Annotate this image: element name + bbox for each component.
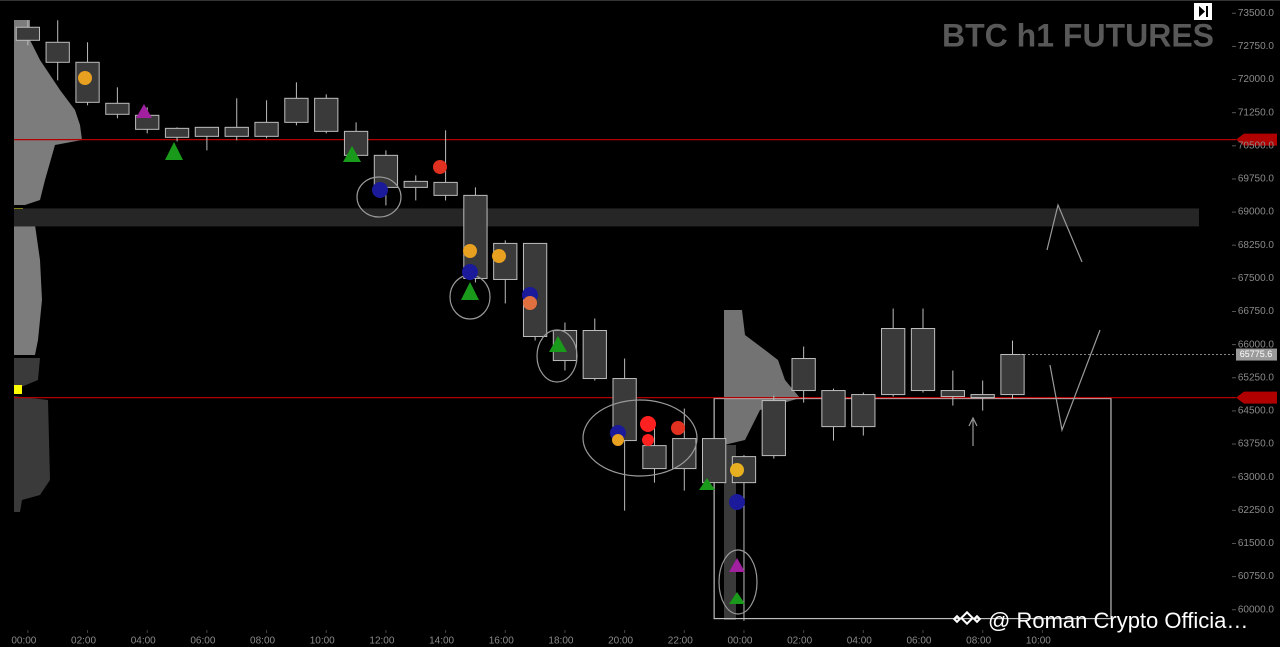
candle-body — [791, 358, 816, 392]
candle-body — [881, 328, 906, 396]
chart-title: BTC h1 FUTURES — [942, 17, 1214, 53]
y-tick-label: 65250.0 — [1238, 372, 1275, 383]
candle-body — [45, 41, 70, 63]
candle-body — [940, 390, 965, 398]
last-price-tag — [1236, 348, 1277, 361]
y-tick-label: 68250.0 — [1238, 240, 1275, 251]
y-tick-label: 72000.0 — [1238, 74, 1275, 85]
x-tick-label: 08:00 — [966, 636, 991, 647]
x-tick-label: 06:00 — [906, 636, 931, 647]
x-tick-label: 04:00 — [847, 636, 872, 647]
level-tag — [1236, 391, 1277, 404]
x-tick-label: 00:00 — [11, 636, 36, 647]
x-tick-label: 02:00 — [787, 636, 812, 647]
candle-body — [642, 445, 667, 470]
y-tick-label: 73500.0 — [1238, 8, 1275, 19]
candle-body — [970, 394, 995, 399]
candle-body — [284, 97, 309, 123]
candle-body — [433, 181, 458, 196]
x-tick-label: 10:00 — [310, 636, 335, 647]
y-tick-label: 67500.0 — [1238, 273, 1275, 284]
volume-profile — [14, 358, 50, 512]
candle-body — [701, 438, 727, 484]
x-tick-label: 20:00 — [608, 636, 633, 647]
candle-body — [910, 328, 936, 392]
x-tick-label: 22:00 — [668, 636, 693, 647]
candle-body — [15, 26, 41, 41]
candle-body — [314, 97, 339, 132]
x-tick-label: 16:00 — [489, 636, 514, 647]
candle-body — [761, 400, 786, 457]
y-tick-label: 72750.0 — [1238, 41, 1275, 52]
candle-body — [343, 130, 369, 156]
last-price-label: 65775.6 — [1240, 349, 1273, 359]
candle-body — [672, 438, 697, 470]
volume-profile — [14, 20, 82, 205]
watermark-icon — [952, 610, 982, 626]
volume-profile — [14, 225, 42, 355]
x-tick-label: 18:00 — [548, 636, 573, 647]
watermark: @ Roman Crypto Officia… — [988, 608, 1248, 633]
y-tick-label: 69750.0 — [1238, 174, 1275, 185]
candle-body — [105, 102, 130, 115]
y-tick-label: 62250.0 — [1238, 505, 1275, 516]
y-tick-label: 61500.0 — [1238, 538, 1275, 549]
candle-body — [851, 394, 876, 428]
x-tick-label: 14:00 — [429, 636, 454, 647]
range-box — [713, 397, 1112, 620]
signals — [78, 71, 745, 604]
scroll-icon — [1199, 6, 1208, 17]
x-tick-label: 04:00 — [131, 636, 156, 647]
candle-body — [254, 121, 279, 137]
candle-body — [1000, 353, 1025, 396]
y-tick-label: 71250.0 — [1238, 107, 1275, 118]
x-tick-label: 02:00 — [71, 636, 96, 647]
zone — [14, 208, 1199, 227]
y-tick-label: 63000.0 — [1238, 472, 1275, 483]
profile-marker — [14, 385, 22, 394]
y-tick-label: 70500.0 — [1238, 140, 1275, 151]
candle-body — [224, 126, 249, 137]
y-tick-label: 60750.0 — [1238, 571, 1275, 582]
candle-body — [582, 329, 607, 380]
candle-body — [194, 126, 220, 137]
y-tick-label: 60000.0 — [1238, 604, 1275, 615]
y-tick-label: 64500.0 — [1238, 406, 1275, 417]
y-tick-label: 63750.0 — [1238, 439, 1275, 450]
volume-profile — [724, 310, 800, 445]
candle-body — [821, 390, 846, 428]
volume-profile — [724, 445, 736, 620]
x-tick-label: 00:00 — [727, 636, 752, 647]
candle-body — [403, 180, 428, 188]
x-tick-label: 08:00 — [250, 636, 275, 647]
x-tick-label: 12:00 — [369, 636, 394, 647]
x-tick-label: 10:00 — [1026, 636, 1051, 647]
y-tick-label: 66000.0 — [1238, 339, 1275, 350]
level-tag — [1236, 133, 1277, 146]
y-tick-label: 66750.0 — [1238, 306, 1275, 317]
y-tick-label: 69000.0 — [1238, 207, 1275, 218]
candle-body — [164, 127, 190, 138]
x-tick-label: 06:00 — [190, 636, 215, 647]
